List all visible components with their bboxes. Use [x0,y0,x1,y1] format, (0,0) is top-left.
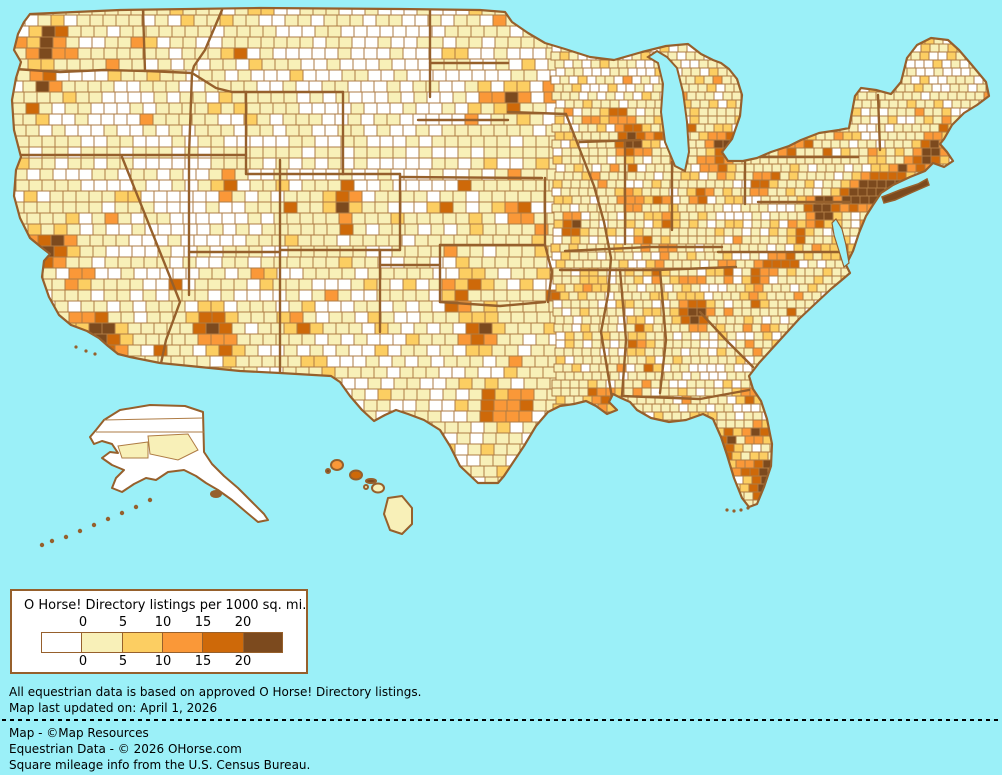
florida-keys-icon [725,508,729,512]
lanai-icon [363,484,369,490]
hawaii-inset [325,459,413,535]
chesapeake-bay-icon [831,218,850,269]
tick-label: 0 [78,654,88,669]
tick-label: 10 [154,654,172,669]
legend-box: O Horse! Directory listings per 1000 sq.… [10,589,308,674]
legend-ticks-bottom: 0 5 10 15 20 [12,654,310,669]
dashed-divider [2,719,998,721]
aleutian-island-icon [49,538,55,544]
alaska-inset [39,404,269,548]
ramp-swatch [202,632,243,653]
tick-label: 20 [234,615,252,630]
ramp-swatch [161,632,203,653]
tick-label: 5 [118,615,128,630]
kauai-icon [330,459,344,471]
ramp-swatch [242,632,283,653]
last-updated-note: Map last updated on: April 1, 2026 [9,701,218,715]
tick-label: 15 [194,615,212,630]
oahu-icon [349,469,363,481]
molokai-icon [365,478,377,484]
long-island [881,177,930,204]
aleutian-island-icon [77,528,83,534]
data-source-note: All equestrian data is based on approved… [9,685,422,699]
aleutian-island-icon [105,516,111,522]
ramp-swatch [41,632,82,653]
florida-keys-icon [739,508,743,512]
aleutian-island-icon [63,534,69,540]
niihau-icon [325,468,331,474]
florida-keys-icon [746,506,750,510]
tick-label: 15 [194,654,212,669]
data-credit: Equestrian Data - © 2026 OHorse.com [9,742,242,756]
continental-us [12,8,989,507]
map-credit: Map - ©Map Resources [9,726,149,740]
us-coastline [10,6,991,509]
census-credit: Square mileage info from the U.S. Census… [9,758,311,772]
aleutian-island-icon [91,522,97,528]
kodiak-island-icon [210,490,222,498]
tick-label: 20 [234,654,252,669]
aleutian-island-icon [147,497,153,503]
ramp-swatch [81,632,122,653]
legend-ticks-top: 0 5 10 15 20 [12,615,310,630]
channel-island-icon [84,349,88,353]
tick-label: 0 [78,615,88,630]
tick-label: 10 [154,615,172,630]
state-borders [13,8,882,401]
aleutian-island-icon [133,504,139,510]
offshore-islands [74,345,750,513]
legend-title: O Horse! Directory listings per 1000 sq.… [24,598,307,613]
channel-island-icon [74,345,78,349]
us-county-choropleth-map [10,6,991,548]
maui-icon [371,482,385,494]
aleutian-island-icon [39,542,45,548]
florida-keys-icon [732,509,736,513]
channel-island-icon [93,352,97,356]
lake-michigan-icon [646,49,691,173]
color-ramp [41,632,283,653]
great-lakes [646,49,850,269]
aleutian-island-icon [119,510,125,516]
tick-label: 5 [118,654,128,669]
hawaii-big-island-icon [383,495,413,535]
ramp-swatch [121,632,162,653]
